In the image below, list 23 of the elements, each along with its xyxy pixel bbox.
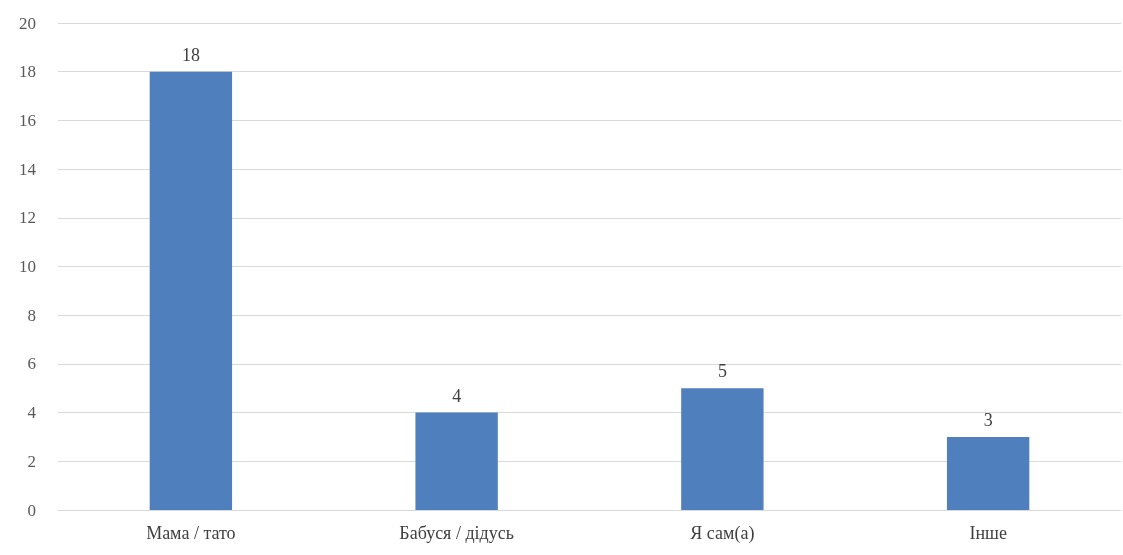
bar [415, 412, 498, 510]
y-tick-label: 20 [19, 13, 36, 33]
x-tick-label: Бабуся / дідусь [399, 523, 514, 543]
data-label: 5 [717, 361, 727, 382]
bar [946, 436, 1030, 510]
y-tick-label: 14 [19, 159, 37, 179]
y-tick-label: 4 [27, 403, 37, 423]
y-tick-label: 2 [27, 451, 36, 471]
x-tick-label: Я сам(а) [690, 523, 755, 544]
y-tick-label: 16 [19, 110, 36, 130]
data-label: 3 [983, 409, 993, 430]
bar [681, 388, 764, 510]
y-tick-label: 8 [27, 305, 36, 325]
y-tick-label: 6 [27, 354, 36, 374]
y-tick-label: 10 [19, 257, 36, 276]
bar [149, 71, 233, 510]
data-label: 18 [181, 44, 200, 65]
y-tick-label: 18 [19, 62, 36, 82]
x-tick-label: Інше [969, 523, 1007, 543]
y-tick-label: 0 [27, 500, 36, 520]
data-label: 4 [452, 385, 462, 406]
y-tick-label: 12 [19, 208, 36, 228]
x-tick-label: Мама / тато [146, 523, 236, 543]
